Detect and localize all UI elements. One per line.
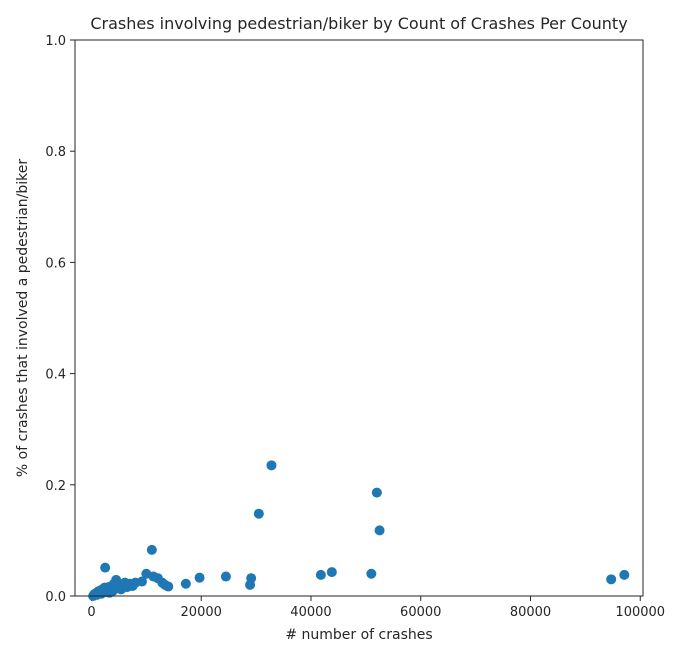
data-points [88,460,630,601]
x-tick-label: 100000 [615,605,665,620]
data-point [326,567,337,578]
plot-frame [74,39,644,597]
data-point [246,573,257,584]
y-tick-label: 0.2 [45,479,66,494]
x-tick-label: 20000 [181,605,222,620]
x-tick-label: 40000 [290,605,331,620]
y-tick-label: 1.0 [45,34,66,49]
data-point [136,576,147,587]
data-point [374,525,385,536]
y-axis-label: % of crashes that involved a pedestrian/… [15,159,31,477]
x-tick-label: 80000 [510,605,551,620]
x-axis-label: # number of crashes [285,627,432,643]
x-axis: 0 20000 40000 60000 80000 100000 [87,596,665,620]
data-point [180,578,191,589]
data-point [163,581,174,592]
data-point [315,569,326,580]
data-point [371,487,382,498]
data-point [366,568,377,579]
data-point [266,460,277,471]
data-point [194,572,205,583]
y-tick-label: 0.0 [45,590,66,605]
x-tick-label: 60000 [400,605,441,620]
y-tick-label: 0.4 [45,368,66,383]
data-point [220,571,231,582]
y-tick-label: 0.6 [45,256,66,271]
y-tick-label: 0.8 [45,145,66,160]
data-point [606,574,617,585]
x-tick-label: 0 [87,605,95,620]
data-point [146,544,157,555]
y-axis: 0.0 0.2 0.4 0.6 0.8 1.0 [45,34,75,605]
data-point [619,569,630,580]
data-point [253,508,264,519]
data-point [100,562,111,573]
chart-title: Crashes involving pedestrian/biker by Co… [90,14,627,33]
